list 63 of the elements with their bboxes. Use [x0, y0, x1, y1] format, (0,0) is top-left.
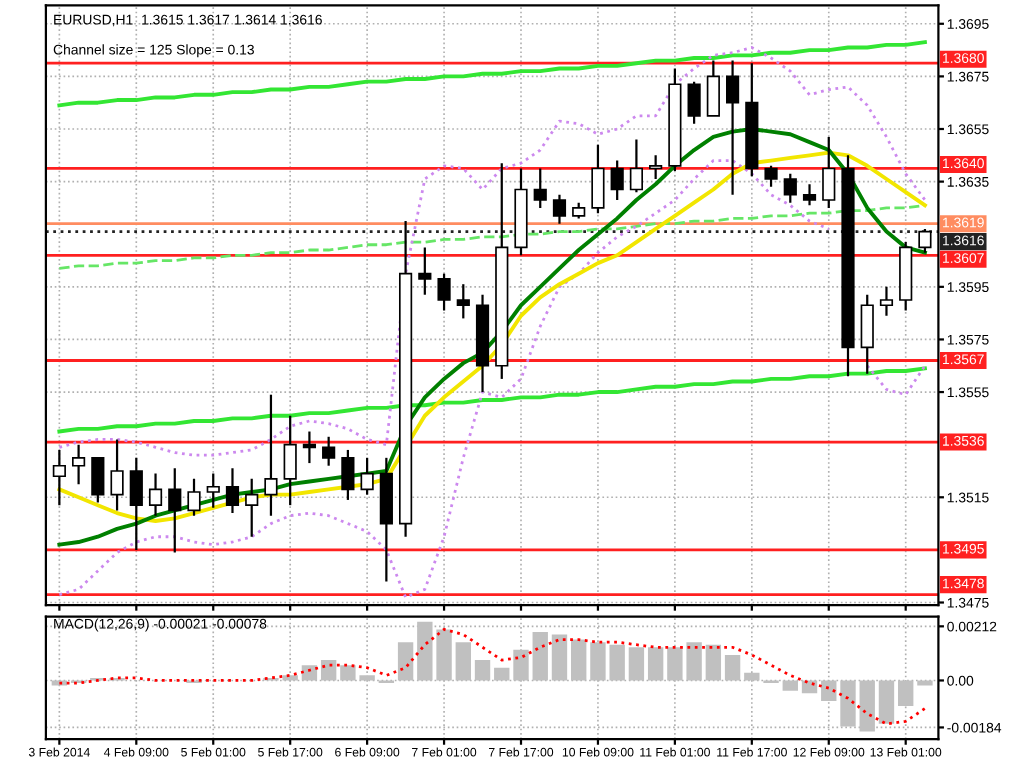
- line-series: [57, 46, 927, 457]
- candlestick: [764, 164, 778, 188]
- line-series: [57, 40, 927, 108]
- candlestick: [129, 456, 143, 552]
- bar: [571, 639, 587, 681]
- candlestick: [110, 438, 124, 512]
- bar: [821, 680, 837, 701]
- bar: [744, 672, 760, 681]
- candlestick: [418, 246, 432, 296]
- candlestick: [206, 472, 220, 509]
- bar: [513, 649, 529, 681]
- candlestick: [629, 138, 644, 194]
- candlestick: [71, 443, 86, 486]
- bar: [532, 631, 548, 681]
- candlestick: [245, 477, 259, 538]
- bar: [898, 680, 914, 706]
- bar: [859, 680, 875, 732]
- candlestick: [725, 59, 740, 196]
- candlestick: [610, 159, 624, 202]
- candlestick: [341, 448, 355, 502]
- line-series: [57, 366, 927, 434]
- bar: [782, 680, 798, 691]
- bar: [801, 680, 818, 694]
- candlestick: [148, 472, 163, 517]
- bar: [840, 680, 856, 727]
- candlestick: [783, 172, 797, 204]
- candlestick: [225, 467, 240, 515]
- candlestick: [52, 448, 66, 507]
- bar: [320, 660, 337, 681]
- candlestick: [91, 456, 105, 504]
- bar: [628, 647, 645, 681]
- line-series: [57, 628, 927, 726]
- candlestick: [649, 154, 663, 181]
- candlestick: [860, 293, 874, 375]
- candlestick: [879, 285, 894, 317]
- candlestick: [437, 272, 451, 312]
- candlestick: [283, 414, 297, 507]
- bar: [724, 654, 741, 681]
- bar: [647, 647, 664, 681]
- bar: [878, 680, 895, 724]
- bar: [494, 667, 510, 681]
- candlestick: [533, 167, 547, 210]
- candlestick: [687, 80, 701, 125]
- bar: [51, 680, 68, 686]
- candlestick: [552, 193, 567, 225]
- candlestick: [822, 135, 836, 210]
- candlestick: [360, 456, 374, 496]
- candlestick: [187, 477, 201, 517]
- candlestick: [456, 283, 470, 320]
- bar: [455, 642, 471, 681]
- candlestick: [706, 59, 720, 117]
- candlestick: [168, 467, 182, 554]
- bar: [917, 680, 933, 686]
- candlestick: [322, 435, 336, 467]
- candlestick: [591, 143, 605, 215]
- candlestick: [302, 430, 317, 465]
- candlestick: [264, 393, 278, 517]
- candlestick: [918, 227, 932, 254]
- candlestick: [802, 183, 817, 207]
- bar: [397, 642, 414, 681]
- bar: [551, 634, 568, 681]
- bar: [705, 644, 722, 681]
- bar: [474, 660, 491, 681]
